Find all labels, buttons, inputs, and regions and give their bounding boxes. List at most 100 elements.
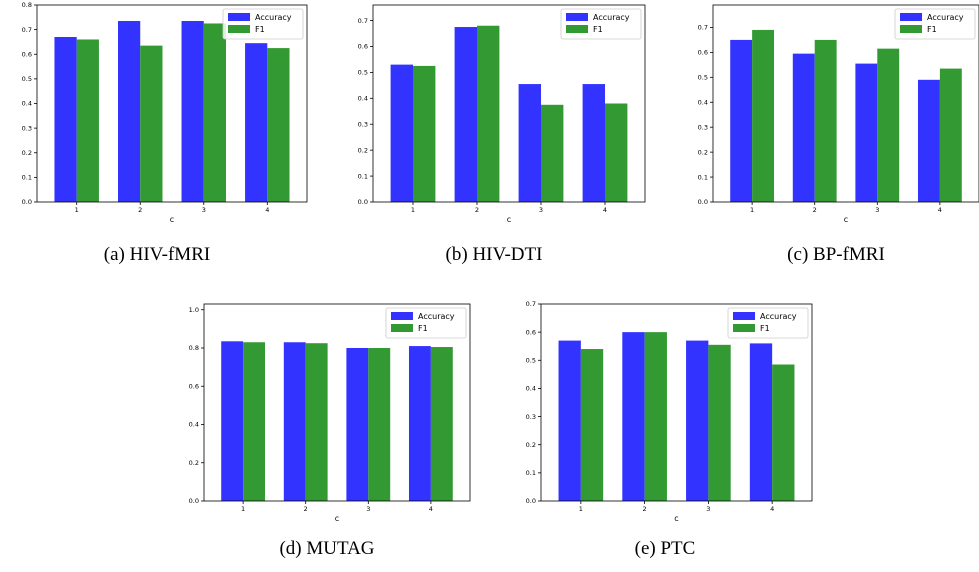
- bar-d-f1-3: [368, 347, 391, 501]
- bar-a-accuracy-2: [118, 21, 141, 203]
- y-tick-label-c-3: 0.3: [698, 123, 708, 131]
- x-tick-label-b-4: 4: [603, 206, 607, 214]
- bar-d-f1-4: [430, 347, 453, 501]
- legend-swatch-a-f1: [228, 25, 250, 33]
- y-tick-label-b-7: 0.7: [358, 17, 368, 25]
- bar-b-f1-1: [413, 65, 436, 202]
- panel-e-caption: (e) PTC: [634, 538, 696, 559]
- bar-d-f1-2: [305, 343, 328, 501]
- y-tick-label-c-4: 0.4: [698, 98, 708, 106]
- legend-swatch-b-f1: [566, 25, 588, 33]
- x-axis-label-e: c: [674, 514, 678, 523]
- legend-a: Accuracy F1: [222, 8, 304, 40]
- y-tick-label-d-1: 0.2: [189, 459, 199, 467]
- legend-swatch-e-accuracy: [733, 312, 755, 320]
- y-tick-label-e-5: 0.5: [526, 356, 536, 364]
- bar-c-f1-2: [814, 39, 837, 202]
- y-tick-label-e-3: 0.3: [526, 413, 536, 421]
- x-axis-label-a: c: [170, 215, 174, 224]
- y-tick-label-a-8: 0.8: [22, 1, 32, 9]
- bar-d-f1-1: [243, 342, 266, 501]
- x-tick-label-e-4: 4: [770, 505, 774, 513]
- bar-b-accuracy-1: [390, 64, 413, 203]
- bar-a-accuracy-1: [54, 37, 77, 203]
- legend-b: Accuracy F1: [560, 8, 642, 40]
- y-tick-label-b-3: 0.3: [358, 120, 368, 128]
- bar-d-accuracy-3: [346, 347, 369, 501]
- axes-frame-e: [540, 303, 813, 502]
- axes-frame-d: [203, 303, 471, 502]
- y-tick-label-a-4: 0.4: [22, 100, 32, 108]
- bar-b-accuracy-2: [454, 27, 477, 203]
- legend-label-b-accuracy: Accuracy: [593, 13, 630, 22]
- y-tick-label-b-5: 0.5: [358, 69, 368, 77]
- legend-label-d-accuracy: Accuracy: [418, 312, 455, 321]
- bar-b-accuracy-3: [518, 84, 541, 202]
- legend-swatch-b-accuracy: [566, 13, 588, 21]
- bar-d-accuracy-1: [221, 341, 244, 501]
- x-tick-label-b-1: 1: [411, 206, 415, 214]
- chart-panel-d: 0.0 0.2 0.4 0.6 0.8 1.0 1 2 3 4 c Accuracy F1: [189, 303, 471, 523]
- y-tick-label-d-4: 0.8: [189, 344, 199, 352]
- legend-swatch-a-accuracy: [228, 13, 250, 21]
- bar-b-f1-4: [605, 103, 628, 202]
- y-tick-label-c-6: 0.6: [698, 49, 708, 57]
- bar-c-accuracy-1: [730, 39, 753, 202]
- y-tick-label-c-1: 0.1: [698, 173, 708, 181]
- y-tick-label-d-0: 0.0: [189, 497, 199, 505]
- axes-frame-c: [712, 4, 979, 203]
- x-tick-label-a-4: 4: [265, 206, 269, 214]
- x-tick-label-b-2: 2: [475, 206, 479, 214]
- legend-label-c-f1: F1: [927, 25, 937, 34]
- y-tick-label-a-6: 0.6: [22, 50, 32, 58]
- y-tick-label-b-4: 0.4: [358, 95, 368, 103]
- x-tick-label-d-4: 4: [429, 505, 433, 513]
- chart-panel-b: 0.0 0.1 0.2 0.3 0.4 0.5 0.6 0.7 1 2 3 4 c Accuracy F1: [358, 4, 646, 224]
- y-tick-label-a-5: 0.5: [22, 75, 32, 83]
- bar-e-f1-4: [772, 364, 795, 501]
- bar-a-accuracy-3: [181, 21, 204, 203]
- x-axis-label-c: c: [844, 215, 848, 224]
- bar-e-f1-3: [708, 344, 731, 501]
- bar-d-accuracy-2: [283, 342, 306, 501]
- bar-a-f1-3: [203, 23, 226, 202]
- bar-a-f1-4: [267, 48, 290, 203]
- legend-swatch-e-f1: [733, 324, 755, 332]
- legend-label-d-f1: F1: [418, 324, 428, 333]
- x-tick-label-b-3: 3: [539, 206, 543, 214]
- chart-panel-a: 0.0 0.1 0.2 0.3 0.4 0.5 0.6 0.7 0.8 1 2 3 4 c Accuracy…: [22, 1, 308, 224]
- y-tick-label-d-5: 1.0: [189, 306, 199, 314]
- legend-swatch-d-f1: [391, 324, 413, 332]
- bar-a-accuracy-4: [245, 43, 268, 202]
- x-tick-label-d-1: 1: [241, 505, 245, 513]
- y-tick-label-e-4: 0.4: [526, 385, 536, 393]
- axes-frame-b: [372, 4, 646, 203]
- legend-label-a-accuracy: Accuracy: [255, 13, 292, 22]
- bar-c-f1-4: [939, 68, 962, 202]
- x-tick-label-c-1: 1: [750, 206, 754, 214]
- x-tick-label-a-3: 3: [202, 206, 206, 214]
- legend-e: Accuracy F1: [727, 307, 809, 339]
- y-tick-label-e-1: 0.1: [526, 469, 536, 477]
- legend-d: Accuracy F1: [385, 307, 467, 339]
- bar-c-accuracy-2: [792, 53, 815, 202]
- x-tick-label-a-2: 2: [138, 206, 142, 214]
- bar-e-accuracy-3: [686, 340, 709, 501]
- bar-e-accuracy-1: [558, 340, 581, 501]
- x-tick-label-d-2: 2: [304, 505, 308, 513]
- y-tick-label-b-1: 0.1: [358, 172, 368, 180]
- x-tick-label-e-3: 3: [706, 505, 710, 513]
- x-tick-label-c-3: 3: [875, 206, 879, 214]
- panel-d-caption: (d) MUTAG: [279, 538, 375, 559]
- chart-panel-e: 0.0 0.1 0.2 0.3 0.4 0.5 0.6 0.7 1 2 3 4 c Accuracy F1: [526, 300, 813, 523]
- bar-d-accuracy-4: [408, 346, 431, 501]
- x-tick-label-c-4: 4: [938, 206, 942, 214]
- y-tick-label-b-0: 0.0: [358, 198, 368, 206]
- y-tick-label-a-1: 0.1: [22, 174, 32, 182]
- y-tick-label-d-3: 0.6: [189, 382, 199, 390]
- legend-swatch-d-accuracy: [391, 312, 413, 320]
- bar-c-f1-3: [877, 48, 900, 202]
- y-tick-label-e-2: 0.2: [526, 441, 536, 449]
- y-tick-label-a-3: 0.3: [22, 124, 32, 132]
- x-tick-label-a-1: 1: [75, 206, 79, 214]
